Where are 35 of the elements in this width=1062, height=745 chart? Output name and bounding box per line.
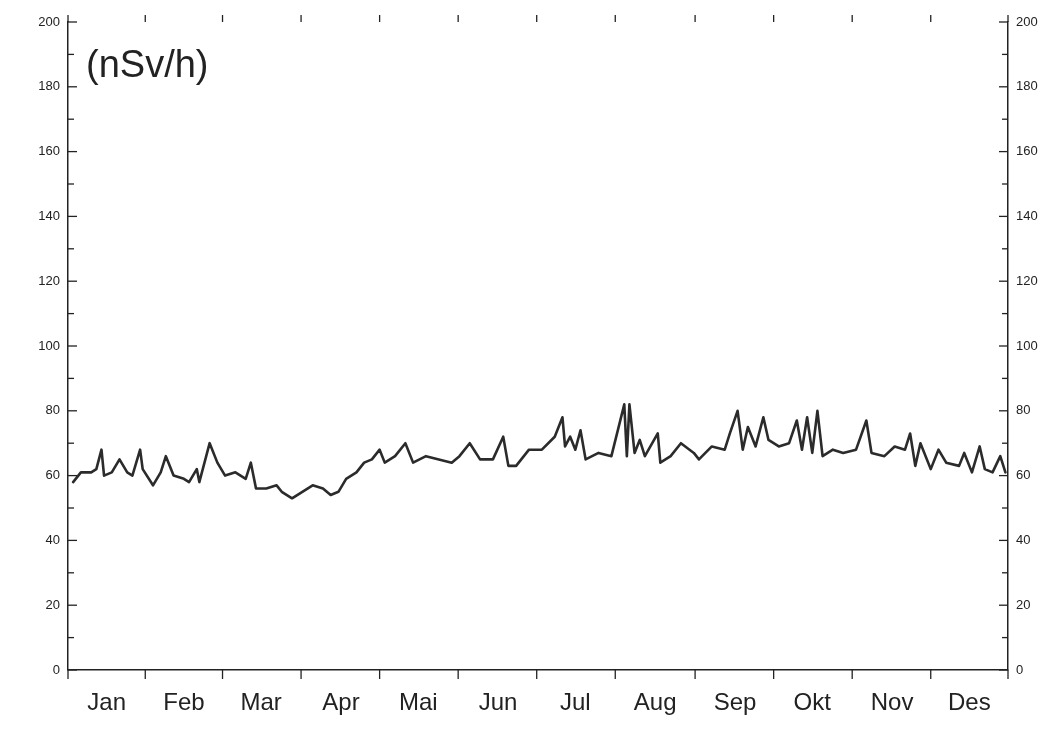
- x-tick-label: Feb: [163, 688, 205, 716]
- y-tick-label: 20: [45, 596, 60, 612]
- x-tick-label: Aug: [633, 688, 677, 716]
- y2-tick-label: 60: [1016, 467, 1031, 483]
- x-tick-label: Mai: [398, 688, 438, 716]
- y-axis-title: (nSv/h): [86, 43, 209, 86]
- y2-tick-label: 140: [1016, 207, 1038, 223]
- x-tick-label: Jun: [478, 688, 518, 716]
- y-tick-label: 60: [45, 467, 60, 483]
- x-tick-label: Apr: [322, 688, 360, 716]
- y2-tick-label: 160: [1016, 143, 1038, 159]
- y2-tick-label: 80: [1016, 402, 1031, 418]
- x-tick-label: Okt: [793, 688, 832, 716]
- y-tick-label: 200: [38, 13, 60, 29]
- y-tick-label: 140: [38, 207, 60, 223]
- x-tick-label: Jan: [87, 688, 126, 716]
- x-tick-label: Sep: [713, 688, 757, 716]
- y2-tick-label: 120: [1016, 272, 1038, 288]
- y2-tick-label: 200: [1016, 13, 1038, 29]
- y-tick-label: 80: [45, 402, 60, 418]
- x-tick-label: Jul: [560, 688, 591, 716]
- y-tick-label: 0: [52, 661, 60, 677]
- y2-tick-label: 100: [1016, 337, 1038, 353]
- x-tick-label: Mar: [240, 688, 282, 716]
- x-tick-label: Des: [948, 688, 991, 716]
- y-tick-label: 180: [38, 78, 60, 94]
- y2-tick-label: 40: [1016, 531, 1031, 547]
- x-tick-label: Nov: [870, 688, 914, 716]
- y2-tick-label: 180: [1016, 78, 1038, 94]
- y-tick-label: 40: [45, 531, 60, 547]
- y-tick-label: 160: [38, 143, 60, 159]
- y-tick-label: 100: [38, 337, 60, 353]
- y2-tick-label: 20: [1016, 596, 1031, 612]
- y-tick-label: 120: [38, 272, 60, 288]
- y2-tick-label: 0: [1016, 661, 1024, 677]
